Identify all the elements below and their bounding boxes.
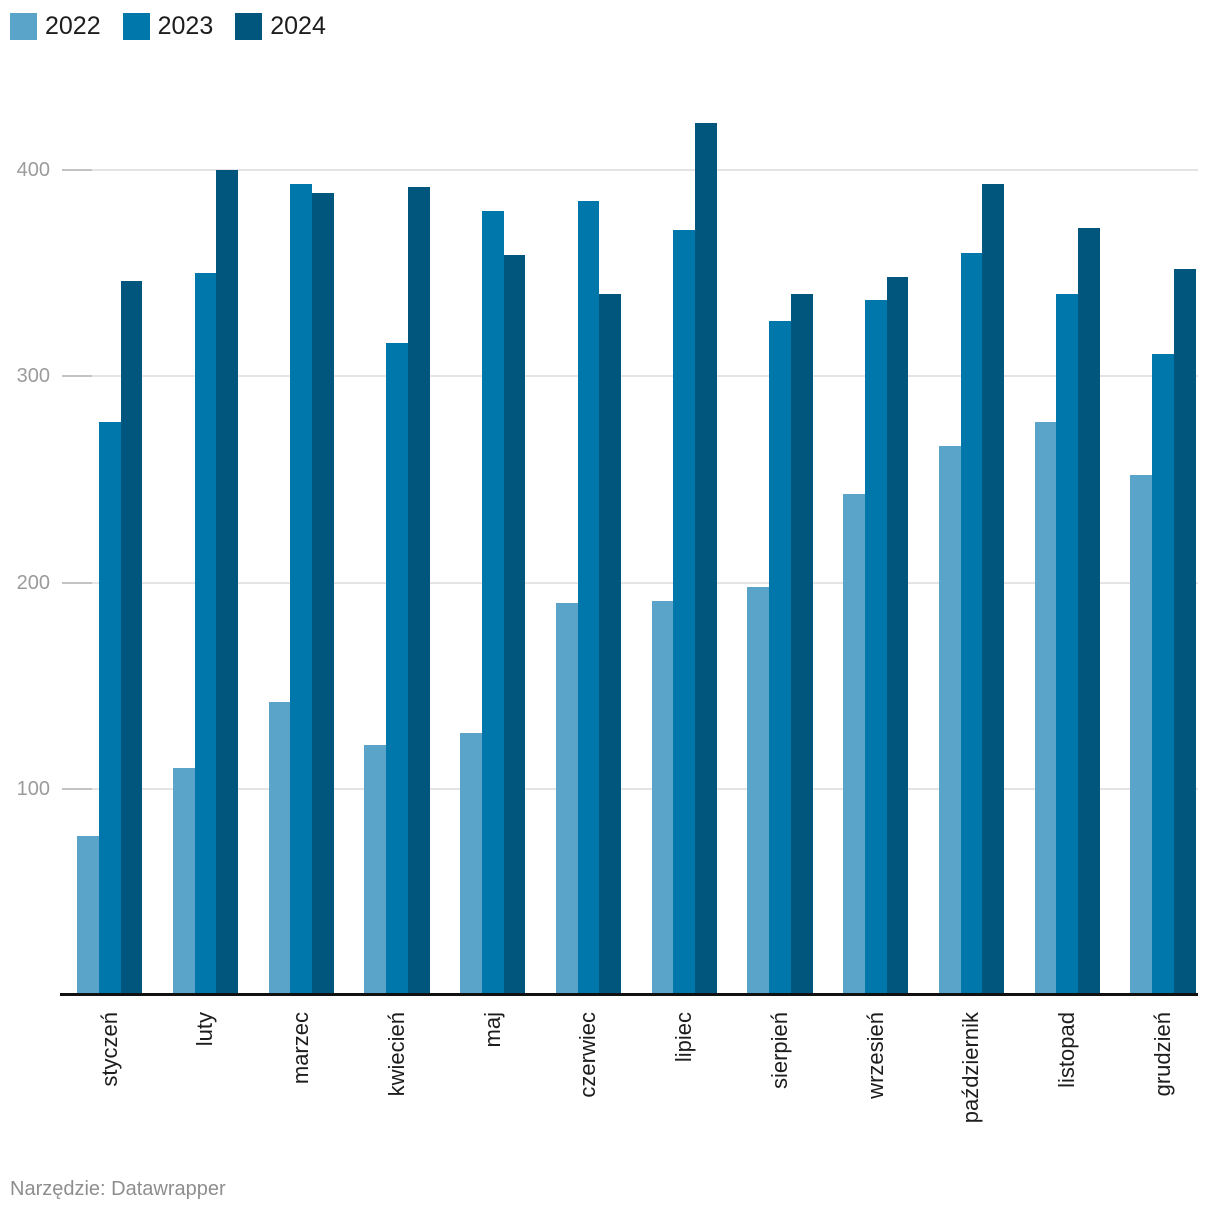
y-tick-label-300: 300 [16, 365, 50, 388]
bar-2022-styczeń[interactable] [77, 836, 99, 995]
legend-label: 2022 [45, 12, 101, 40]
y-tickmark-200 [62, 581, 92, 584]
bar-2024-grudzień[interactable] [1173, 269, 1196, 995]
legend: 2022 2023 2024 [10, 13, 348, 40]
y-tick-label-400: 400 [16, 159, 50, 181]
bar-2022-marzec[interactable] [268, 702, 291, 995]
bar-2022-maj[interactable] [460, 733, 482, 995]
legend-swatch-2022 [10, 13, 37, 40]
bar-2023-grudzień[interactable] [1152, 353, 1174, 995]
x-tick-label-wrzesień: wrzesień [862, 1012, 888, 1099]
bar-2024-lipiec[interactable] [695, 122, 717, 995]
bar-2024-czerwiec[interactable] [599, 293, 622, 995]
x-tick-label-marzec: marzec [288, 1012, 314, 1085]
legend-item-2023: 2023 [122, 12, 214, 40]
x-tick-label-czerwiec: czerwiec [575, 1012, 601, 1098]
x-tick-label-październik: październik [958, 1012, 984, 1124]
bar-2023-październik[interactable] [960, 252, 983, 995]
footer-note: Narzędzie: Datawrapper [10, 1178, 226, 1200]
bar-2024-marzec[interactable] [312, 192, 334, 995]
bar-2024-maj[interactable] [503, 254, 526, 995]
bar-2022-grudzień[interactable] [1130, 475, 1153, 995]
bar-2023-marzec[interactable] [290, 184, 313, 995]
y-tickmark-300 [62, 375, 92, 378]
bar-2024-listopad[interactable] [1078, 227, 1100, 995]
bar-2023-lipiec[interactable] [673, 229, 696, 995]
bar-2023-luty[interactable] [194, 273, 217, 995]
x-tick-label-grudzień: grudzień [1149, 1012, 1175, 1097]
bar-2022-luty[interactable] [172, 768, 195, 995]
bar-2024-październik[interactable] [982, 184, 1005, 995]
bar-2022-czerwiec[interactable] [555, 603, 578, 995]
bar-2022-kwiecień[interactable] [364, 745, 387, 995]
bar-2023-maj[interactable] [481, 211, 504, 995]
x-tick-label-sierpień: sierpień [766, 1012, 792, 1090]
x-tick-label-maj: maj [479, 1012, 505, 1048]
legend-item-2024: 2024 [235, 13, 326, 40]
bar-2023-wrzesień[interactable] [864, 299, 887, 995]
bar-2023-styczeń[interactable] [98, 421, 121, 995]
bar-2022-październik[interactable] [938, 446, 961, 995]
x-axis-line [60, 993, 1198, 996]
bar-2024-luty[interactable] [216, 170, 239, 995]
gridline-100 [62, 787, 1198, 790]
bar-2022-listopad[interactable] [1034, 421, 1057, 995]
bar-2023-sierpień[interactable] [769, 320, 791, 995]
gridline-200 [62, 581, 1198, 584]
bar-2022-lipiec[interactable] [651, 601, 674, 995]
gridline-400 [62, 169, 1198, 171]
x-tick-label-lipiec: lipiec [671, 1012, 697, 1063]
y-tickmark-100 [62, 787, 92, 790]
bar-2022-wrzesień[interactable] [843, 493, 865, 995]
bar-2024-kwiecień[interactable] [407, 186, 430, 995]
x-tick-label-listopad: listopad [1054, 1012, 1080, 1088]
y-tickmark-400 [62, 169, 92, 171]
y-tick-label-100: 100 [16, 777, 50, 800]
bar-2022-sierpień[interactable] [747, 586, 770, 995]
y-tick-label-200: 200 [16, 571, 50, 594]
bar-2024-styczeń[interactable] [120, 281, 143, 995]
bar-2023-czerwiec[interactable] [577, 200, 600, 995]
bar-2023-kwiecień[interactable] [386, 343, 408, 995]
x-tick-label-luty: luty [192, 1012, 218, 1047]
legend-item-2022: 2022 [10, 13, 101, 40]
bar-2024-sierpień[interactable] [790, 293, 813, 995]
legend-label: 2023 [157, 12, 214, 40]
bar-2024-wrzesień[interactable] [886, 277, 909, 995]
legend-label: 2024 [270, 12, 326, 40]
legend-swatch-2024 [235, 13, 263, 40]
legend-swatch-2023 [122, 13, 150, 40]
bar-2023-listopad[interactable] [1056, 293, 1079, 995]
x-tick-label-kwiecień: kwiecień [383, 1012, 409, 1097]
gridline-300 [62, 375, 1198, 378]
x-tick-label-styczeń: styczeń [96, 1012, 122, 1087]
